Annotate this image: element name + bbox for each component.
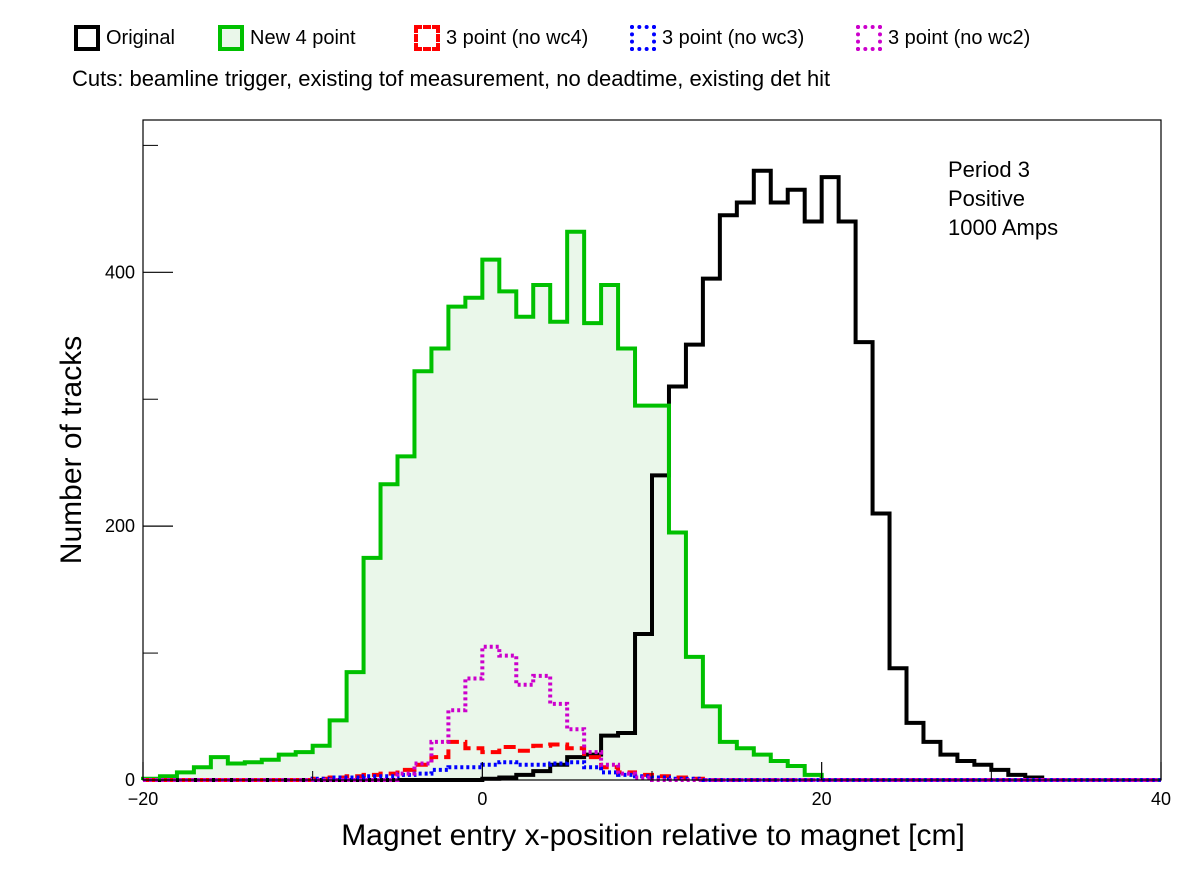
y-tick-label: 200 bbox=[105, 516, 135, 536]
legend-label: Original bbox=[106, 26, 175, 49]
legend-item-new-4-point: New 4 point bbox=[218, 18, 356, 58]
legend-swatch-new-4-point bbox=[218, 25, 244, 51]
legend: Original New 4 point 3 point (no wc4) 3 … bbox=[0, 0, 1198, 110]
legend-item-original: Original bbox=[74, 18, 175, 58]
legend-swatch-original bbox=[74, 25, 100, 51]
annotation-period: Period 3 bbox=[948, 157, 1030, 182]
x-tick-label: 0 bbox=[477, 789, 487, 809]
y-tick-label: 400 bbox=[105, 262, 135, 282]
cuts-description: Cuts: beamline trigger, existing tof mea… bbox=[72, 66, 831, 91]
legend-item-no-wc4: 3 point (no wc4) bbox=[414, 18, 588, 58]
x-tick-label: −20 bbox=[128, 789, 159, 809]
legend-item-no-wc2: 3 point (no wc2) bbox=[856, 18, 1030, 58]
legend-label: 3 point (no wc3) bbox=[662, 26, 805, 49]
x-axis-label: Magnet entry x-position relative to magn… bbox=[341, 819, 965, 852]
x-tick-label: 20 bbox=[812, 789, 832, 809]
annotation-current: 1000 Amps bbox=[948, 215, 1059, 240]
annotation-polarity: Positive bbox=[948, 186, 1026, 211]
legend-label: 3 point (no wc2) bbox=[888, 26, 1031, 49]
legend-swatch-no-wc2 bbox=[856, 25, 882, 51]
legend-label: New 4 point bbox=[250, 26, 356, 49]
legend-label: 3 point (no wc4) bbox=[446, 26, 589, 49]
legend-swatch-no-wc4 bbox=[414, 25, 440, 51]
legend-item-no-wc3: 3 point (no wc3) bbox=[630, 18, 804, 58]
legend-swatch-no-wc3 bbox=[630, 25, 656, 51]
y-tick-label: 0 bbox=[125, 770, 135, 790]
x-tick-label: 40 bbox=[1151, 789, 1171, 809]
run-annotation: Period 3 Positive 1000 Amps bbox=[948, 155, 1058, 242]
